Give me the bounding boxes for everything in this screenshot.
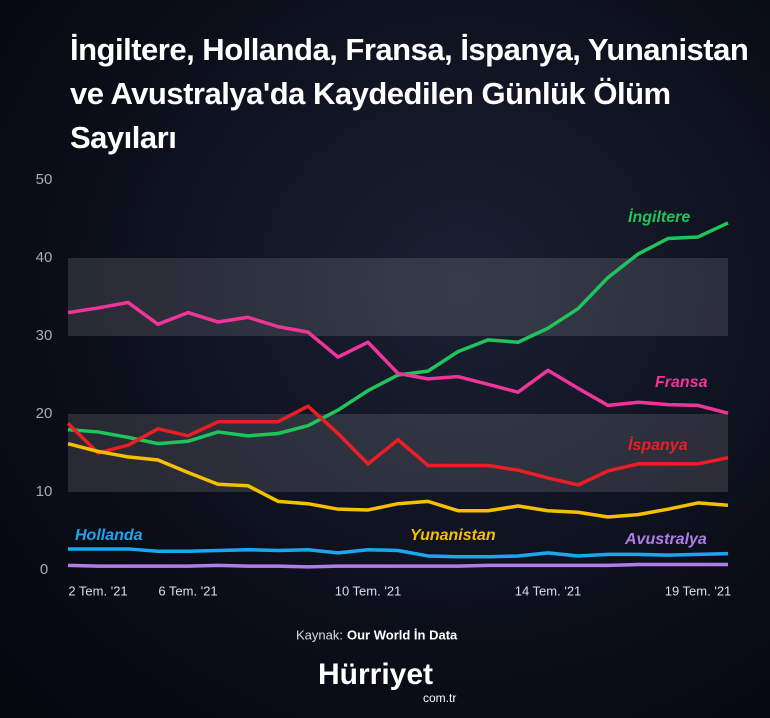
y-tick-label: 50 [36,171,53,188]
source-label: Kaynak: [296,627,343,642]
grid-band [68,414,728,492]
y-tick-label: 10 [36,483,53,500]
series-label: İngiltere [628,208,690,226]
y-tick-label: 30 [36,327,53,344]
x-tick-label: 19 Tem. '21 [665,583,732,598]
brand: Hürriyet [318,658,433,691]
y-tick-label: 20 [36,405,53,422]
series-label: İspanya [628,436,688,454]
series-label: Hollanda [75,527,143,544]
y-tick-label: 40 [36,249,53,266]
series-label: Fransa [655,374,708,391]
series-line [67,441,729,519]
grid-band [68,258,728,336]
series-line [66,404,729,487]
x-tick-label: 6 Tem. '21 [158,583,217,598]
y-tick-label: 0 [40,561,48,578]
series-line [67,562,728,569]
series-line [68,547,729,559]
x-tick-label: 14 Tem. '21 [515,583,582,598]
series-label: Avustralya [624,531,707,548]
series-label: Yunanistan [410,527,496,544]
series-line [67,300,729,415]
source: Our World İn Data [347,627,458,642]
x-tick-label: 10 Tem. '21 [335,583,402,598]
x-tick-label: 2 Tem. '21 [68,583,127,598]
brand-suffix: com.tr [423,691,456,705]
chart-title: İngiltere, Hollanda, Fransa, İspanya, Yu… [70,32,749,155]
